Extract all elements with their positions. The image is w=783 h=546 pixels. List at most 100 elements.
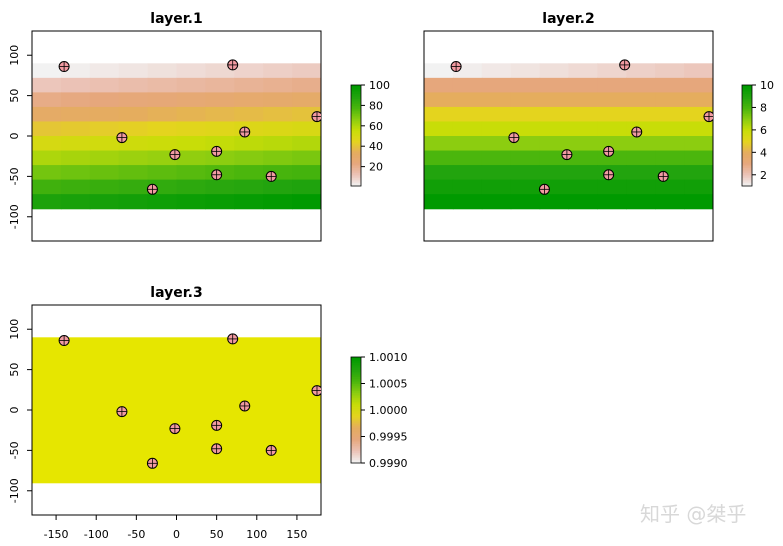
raster-cell — [684, 194, 713, 210]
legend-swatch — [742, 111, 752, 115]
raster-cell — [597, 92, 627, 108]
legend-swatch — [351, 422, 361, 425]
raster-cell — [597, 106, 627, 123]
legend-swatch — [351, 397, 361, 400]
legend-swatch — [351, 138, 361, 142]
legend-swatch — [351, 457, 361, 460]
legend-swatch — [351, 98, 361, 101]
legend-frame — [741, 84, 753, 187]
legend-swatch — [351, 130, 361, 133]
y-tick-label: 100 — [8, 319, 21, 340]
raster-cell — [481, 136, 512, 152]
legend-swatch — [351, 395, 361, 399]
raster-cell — [539, 165, 570, 181]
data-point — [450, 61, 462, 73]
raster-cell — [263, 92, 293, 108]
legend-swatch — [742, 147, 752, 150]
legend-swatch — [742, 145, 752, 148]
legend-swatch — [742, 96, 752, 99]
watermark: 知乎 @桀乎 — [640, 502, 747, 526]
raster-cell — [89, 106, 120, 123]
raster-cell — [424, 106, 454, 123]
plot-frame — [423, 30, 714, 242]
raster-cell — [147, 63, 178, 79]
legend-swatch — [351, 184, 361, 187]
raster-cell — [176, 194, 206, 210]
legend-swatch — [351, 461, 361, 464]
legend-swatch — [351, 115, 361, 118]
legend-swatch — [742, 148, 752, 152]
legend-tick-label: 1.0005 — [369, 378, 408, 391]
y-tick-label: 0 — [8, 407, 21, 414]
legend-swatch — [742, 177, 752, 180]
legend-swatch — [351, 365, 361, 369]
legend-swatch — [351, 394, 361, 397]
raster-cell — [176, 77, 206, 93]
raster-cell — [60, 106, 91, 123]
legend-swatch — [742, 160, 752, 163]
data-point — [265, 444, 277, 456]
raster-cell — [655, 194, 685, 210]
legend-swatch — [742, 162, 752, 165]
raster-cell — [263, 106, 293, 123]
raster-cell — [655, 136, 685, 152]
raster-cell — [568, 92, 598, 108]
raster-cell — [626, 136, 656, 152]
legend-swatch — [351, 91, 361, 94]
raster-cell — [147, 194, 178, 210]
data-point — [311, 385, 321, 397]
raster-cell — [684, 179, 713, 195]
data-point — [58, 61, 70, 73]
data-point — [169, 423, 181, 435]
data-point — [239, 400, 251, 412]
raster-cell — [597, 63, 627, 79]
legend-swatch — [351, 93, 361, 96]
raster-cell — [118, 106, 149, 123]
legend-swatch — [351, 385, 361, 388]
raster-cell — [292, 136, 321, 152]
raster-cell — [147, 121, 178, 137]
raster-cell — [32, 106, 62, 123]
legend-swatch — [351, 125, 361, 128]
raster-cell — [626, 106, 656, 123]
legend-swatch — [742, 164, 752, 167]
legend-swatch — [351, 118, 361, 121]
raster-cell — [626, 179, 656, 195]
legend-swatch — [351, 111, 361, 115]
legend-swatch — [742, 90, 752, 93]
raster-cell — [32, 179, 62, 195]
legend-swatch — [351, 175, 361, 179]
y-tick-label: -50 — [8, 167, 21, 185]
legend-tick-label: 0.9995 — [369, 431, 408, 444]
raster-cell — [89, 194, 120, 210]
raster-cell — [568, 77, 598, 93]
data-point — [211, 145, 223, 157]
raster-cell — [568, 165, 598, 181]
legend-tick-label: 1.0010 — [369, 351, 408, 364]
legend-swatch — [351, 358, 361, 362]
raster-cell — [32, 77, 62, 93]
legend-swatch — [351, 450, 361, 453]
raster-cell — [481, 194, 512, 210]
raster-cell — [655, 106, 685, 123]
raster-cell — [452, 179, 483, 195]
legend-swatch — [351, 120, 361, 123]
legend-swatch — [351, 445, 361, 448]
legend-swatch — [742, 165, 752, 168]
raster-cell — [568, 150, 598, 166]
raster-cell — [234, 150, 264, 166]
raster-cell — [684, 92, 713, 108]
legend-tick-label: 60 — [369, 120, 383, 133]
legend-tick-label: 20 — [369, 161, 383, 174]
raster-cell — [539, 121, 570, 137]
legend-swatch — [351, 110, 361, 113]
legend-swatch — [742, 175, 752, 179]
legend-swatch — [351, 431, 361, 434]
raster-cell — [568, 63, 598, 79]
raster-cell — [205, 179, 235, 195]
legend-swatch — [742, 103, 752, 106]
y-axis: -100 -50 0 50 100 — [8, 319, 32, 503]
legend-swatch — [742, 118, 752, 121]
legend-swatch — [351, 392, 361, 395]
raster-cell — [176, 150, 206, 166]
